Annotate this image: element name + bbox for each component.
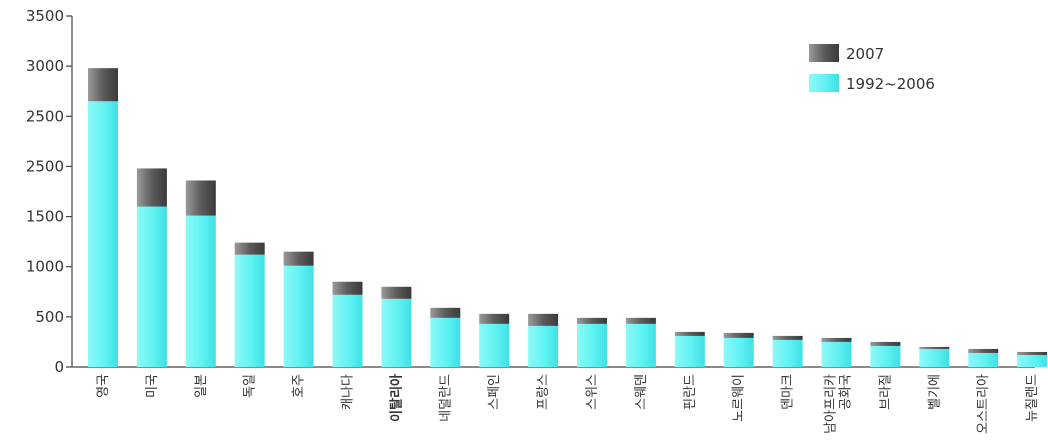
category-label: 노르웨이	[732, 374, 747, 422]
bar-2007	[185, 180, 216, 216]
bar-2007	[479, 313, 510, 324]
legend-swatch	[809, 44, 839, 62]
bar-1992-2006	[528, 325, 559, 367]
bar-1992-2006	[772, 339, 803, 367]
legend-label: 1992~2006	[846, 75, 935, 93]
bar-2007	[234, 242, 265, 255]
category-label: 핀란드	[683, 374, 698, 410]
bar-2007	[1017, 351, 1048, 355]
category-label: 벨기에	[927, 374, 942, 410]
category-label: 미국	[145, 374, 160, 398]
bar-2007	[625, 317, 656, 324]
bar-1992-2006	[723, 337, 754, 367]
bar-2007	[283, 251, 314, 266]
bars	[88, 68, 1048, 367]
bar-1992-2006	[430, 317, 461, 367]
category-label: 일본	[194, 374, 209, 398]
category-label: 덴마크	[781, 374, 796, 410]
bar-1992-2006	[1017, 354, 1048, 367]
bar-2007	[870, 341, 901, 346]
bar-1992-2006	[674, 335, 705, 367]
bar-2007	[968, 348, 999, 353]
bar-1992-2006	[332, 294, 363, 367]
category-label: 이탈리아	[388, 374, 404, 422]
bar-2007	[381, 286, 412, 299]
category-label: 브라질	[878, 374, 893, 410]
bar-1992-2006	[625, 323, 656, 367]
category-label: 스위스	[585, 374, 600, 410]
y-tick-label: 0	[54, 358, 64, 376]
bar-2007	[136, 168, 167, 207]
y-axis: 0 500 1000 1500 2500 2500 3000 3500	[26, 7, 1035, 376]
category-label: 뉴질랜드	[1025, 374, 1040, 422]
bar-2007	[577, 317, 607, 324]
bar-1992-2006	[88, 101, 118, 367]
y-tick-label: 3500	[26, 7, 64, 25]
y-tick-label: 2500	[26, 107, 64, 125]
y-tick-label: 1500	[26, 208, 64, 226]
bar-1992-2006	[185, 215, 216, 367]
legend-swatch	[809, 74, 839, 92]
bar-1992-2006	[577, 323, 607, 367]
y-tick-label: 1000	[26, 258, 64, 276]
category-label: 스페인	[487, 374, 502, 410]
bar-2007	[723, 332, 754, 338]
bar-1992-2006	[136, 206, 167, 367]
x-axis-labels: 영국 미국 일본 독일 호주 캐나다 이탈리아 네덜란드 스페인 프랑스 스위스 스웨덴 핀란드 노르웨이…	[96, 374, 1040, 434]
y-tick-label: 2500	[26, 157, 64, 175]
category-label: 네덜란드	[438, 374, 453, 422]
category-label: 독일	[243, 374, 258, 398]
category-label: 남아프리카공화국	[824, 374, 854, 434]
category-label: 캐나다	[341, 374, 356, 410]
bar-2007	[332, 281, 363, 295]
bar-1992-2006	[234, 254, 265, 367]
bar-1992-2006	[968, 352, 999, 367]
bar-2007	[88, 68, 118, 102]
bar-1992-2006	[919, 348, 950, 367]
bar-1992-2006	[479, 323, 510, 367]
category-label: 오스트리아	[976, 374, 991, 434]
bar-2007	[674, 331, 705, 336]
legend-label: 2007	[846, 45, 884, 63]
bar-2007	[528, 313, 559, 326]
bar-1992-2006	[821, 341, 852, 367]
bar-2007	[919, 346, 950, 349]
category-label: 스웨덴	[634, 374, 649, 410]
legend: 2007 1992~2006	[809, 44, 935, 93]
category-label: 프랑스	[536, 374, 551, 410]
bar-1992-2006	[381, 298, 412, 367]
bar-2007	[821, 337, 852, 342]
category-label: 호주	[292, 374, 307, 398]
bar-2007	[430, 307, 461, 318]
y-tick-label: 500	[35, 308, 64, 326]
category-label: 영국	[96, 374, 111, 398]
bar-2007	[772, 335, 803, 340]
y-tick-label: 3000	[26, 57, 64, 75]
bar-1992-2006	[283, 265, 314, 367]
bar-1992-2006	[870, 345, 901, 367]
